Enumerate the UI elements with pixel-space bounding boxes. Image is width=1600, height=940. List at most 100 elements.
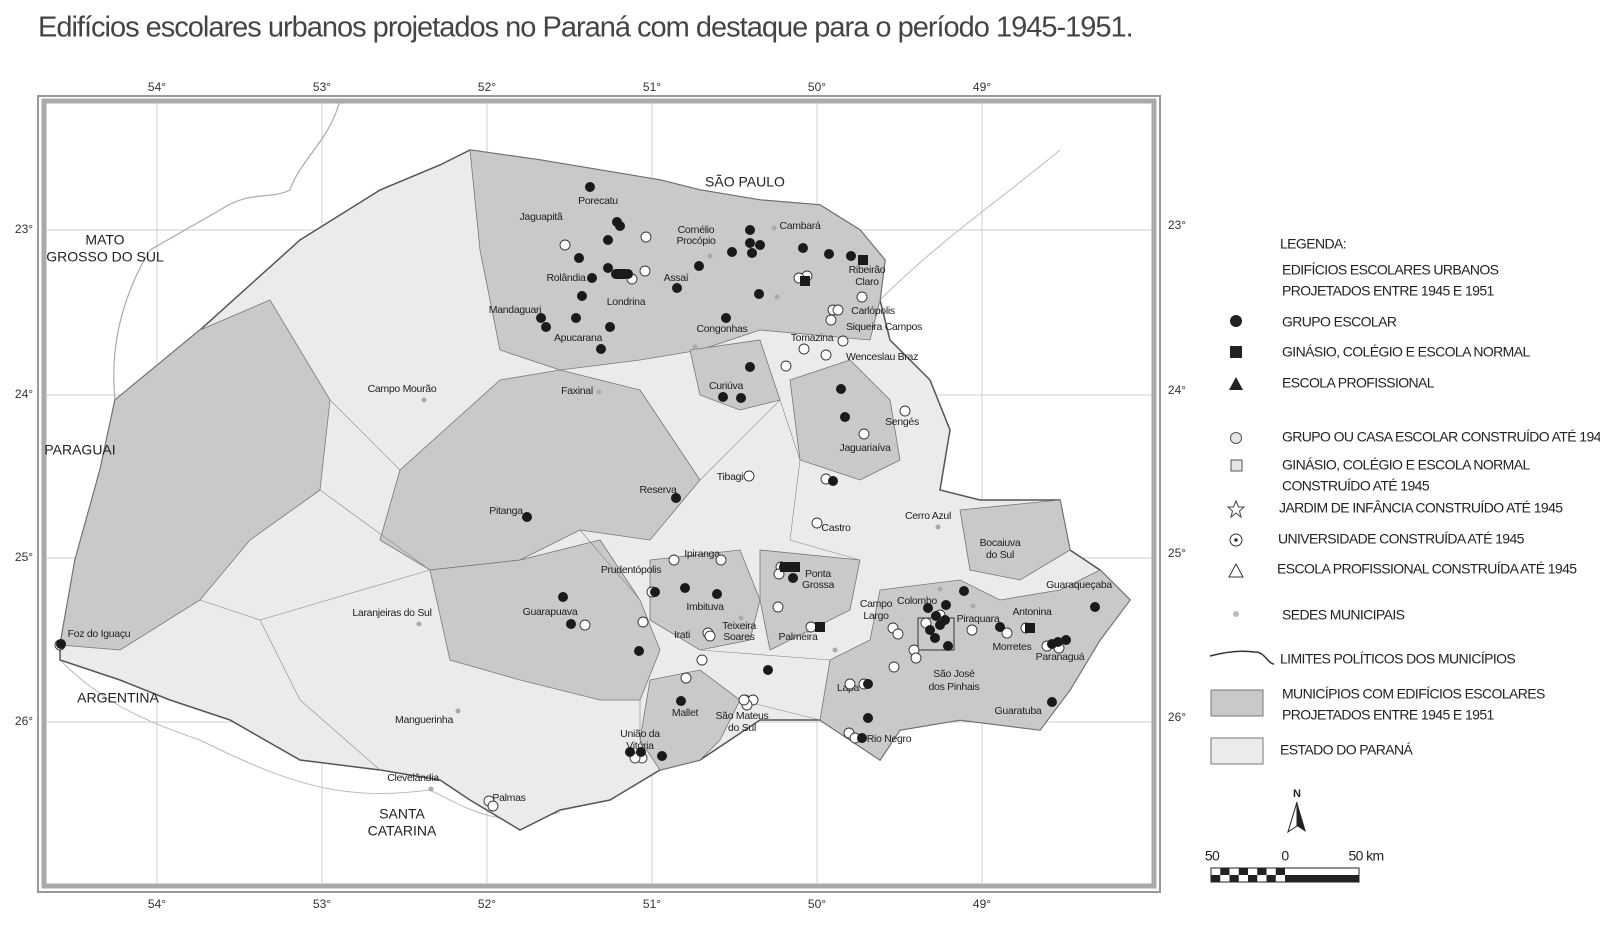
place-label: Prudentópolis: [601, 564, 661, 576]
grupo-escolar: [755, 240, 765, 250]
school-before-1945: [888, 661, 900, 673]
latitude-label: 24°: [15, 387, 33, 401]
longitude-label: 52°: [478, 80, 496, 94]
grupo-escolar: [625, 747, 635, 757]
place-label: Cerro Azul: [905, 510, 951, 522]
grupo-escolar: [754, 289, 764, 299]
grupo-escolar: [857, 733, 867, 743]
municipal-seat: [707, 253, 713, 259]
scale-cell: [1211, 875, 1221, 882]
school-before-1945: [966, 624, 978, 636]
place-label: Palmeira: [778, 631, 817, 643]
longitude-label: 51°: [643, 897, 661, 911]
place-label: Clevelândia: [387, 772, 439, 784]
scale-bar: 50 0 50 km: [1205, 848, 1384, 883]
place-label: Irati: [674, 629, 690, 641]
legend-symbol: [1230, 432, 1242, 444]
grupo-escolar: [603, 235, 613, 245]
place-label: Siqueira Campos: [846, 321, 922, 333]
school-before-1945: [780, 360, 792, 372]
place-label: Foz do Iguaçu: [68, 628, 131, 640]
school-before-1945: [637, 616, 649, 628]
grupo-escolar: [536, 313, 546, 323]
legend-label: GINÁSIO, COLÉGIO E ESCOLA NORMAL: [1282, 344, 1530, 360]
grupo-escolar: [840, 412, 850, 422]
municipal-seat: [428, 786, 434, 792]
school-markers: [54, 182, 1100, 812]
school-before-1945: [696, 654, 708, 666]
grupo-escolar: [727, 247, 737, 257]
grupo-escolar: [56, 639, 66, 649]
grupo-escolar: [1047, 697, 1057, 707]
scale-cell: [1238, 868, 1248, 875]
grupo-escolar: [1053, 637, 1063, 647]
latitude-label: 24°: [1168, 383, 1186, 397]
grupo-escolar: [745, 225, 755, 235]
municipality: [689, 339, 781, 411]
place-label: Porecatu: [578, 195, 618, 207]
place-label: Sengés: [885, 416, 919, 428]
school-before-1945: [487, 800, 499, 812]
grupo-escolar: [941, 600, 951, 610]
place-label: ARGENTINA: [77, 690, 159, 706]
neighbor-border: [879, 149, 1061, 301]
municipal-seat: [970, 603, 976, 609]
grupo-escolar: [925, 625, 935, 635]
school-before-1945: [858, 428, 870, 440]
school-before-1945: [704, 630, 716, 642]
neighbor-border: [59, 659, 561, 820]
grupo-escolar: [923, 603, 933, 613]
legend-label: GRUPO OU CASA ESCOLAR CONSTRUÍDO ATÉ 194…: [1282, 429, 1600, 445]
longitude-label: 53°: [313, 897, 331, 911]
longitude-label: 54°: [148, 80, 166, 94]
longitude-label: 51°: [643, 80, 661, 94]
municipality: [649, 549, 761, 651]
grupo-escolar: [680, 583, 690, 593]
legend-symbol: [1209, 650, 1275, 665]
place-label: Piraquara: [957, 613, 1000, 625]
place-label: Tomazina: [791, 332, 834, 344]
legend-subheading: EDIFÍCIOS ESCOLARES URBANOS: [1282, 262, 1499, 278]
scale-cell: [1229, 875, 1239, 882]
school-before-1945: [899, 405, 911, 417]
grupo-escolar: [995, 622, 1005, 632]
place-label: SÃO PAULO: [705, 174, 785, 190]
grupo-escolar: [930, 633, 940, 643]
arrow-half: [1297, 802, 1306, 832]
grupo-escolar: [788, 573, 798, 583]
place-label: Jaguariaíva: [840, 442, 891, 454]
legend-label: SEDES MUNICIPAIS: [1282, 607, 1405, 623]
place-label: Cornélio: [678, 224, 715, 236]
grupo-escolar: [558, 592, 568, 602]
place-label: Reserva: [640, 484, 677, 496]
place-label: São José: [933, 668, 975, 680]
place-label: Procópio: [676, 235, 716, 247]
ginasio: [780, 562, 790, 572]
grupo-escolar: [657, 751, 667, 761]
legend-symbol: [1230, 346, 1242, 358]
grupo-escolar: [745, 362, 755, 372]
north-label: N: [1293, 788, 1301, 800]
grupo-escolar: [541, 322, 551, 332]
place-label: Paranaguá: [1036, 651, 1085, 663]
grupo-escolar: [959, 586, 969, 596]
municipal-seat: [937, 586, 943, 592]
municipality: [959, 499, 1071, 581]
place-label: Bocaiuva: [980, 537, 1021, 549]
arrow-half: [1287, 801, 1298, 834]
place-label: Rio Negro: [867, 733, 912, 745]
municipal-seat: [774, 294, 780, 300]
scale-cell: [1220, 868, 1230, 875]
municipality: [639, 669, 741, 771]
grupo-escolar: [694, 261, 704, 271]
school-before-1945: [738, 694, 750, 706]
school-before-1945: [910, 652, 922, 664]
longitude-label: 53°: [313, 80, 331, 94]
municipal-seat: [771, 225, 777, 231]
scale-label: 50: [1205, 848, 1220, 864]
north-arrow: N: [1287, 788, 1306, 834]
longitude-label: 49°: [973, 80, 991, 94]
legend-label: ESCOLA PROFISSIONAL: [1282, 375, 1435, 391]
